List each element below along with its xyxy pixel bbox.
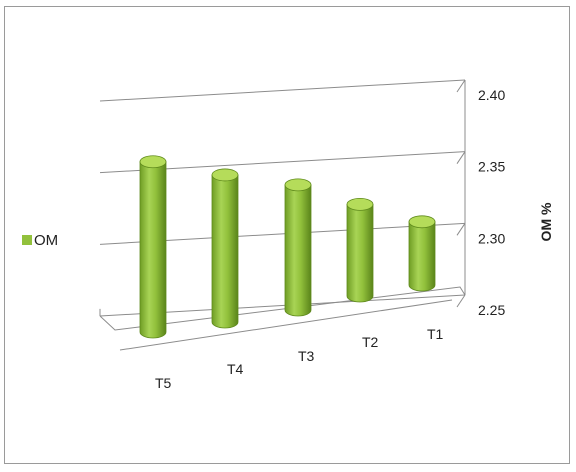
side-wall-gridline: [456, 79, 466, 93]
y-tick-label: 2.25: [478, 302, 505, 318]
bar-body: [346, 204, 374, 303]
y-tick-label: 2.35: [478, 159, 505, 175]
side-wall-gridline: [456, 223, 466, 236]
bar-body: [139, 161, 167, 339]
side-wall-gridline: [456, 294, 466, 308]
y-axis-label: OM %: [538, 202, 554, 241]
y-axis-ticks: 2.25 2.30 2.35 2.40: [478, 87, 505, 318]
bar-top: [211, 168, 239, 182]
bar-top: [139, 155, 167, 169]
side-wall-gridline: [456, 151, 466, 164]
gridline: [99, 79, 466, 102]
bar-body: [408, 221, 436, 292]
bar: [211, 168, 239, 329]
bar-top: [284, 178, 312, 192]
legend-swatch: [22, 235, 32, 245]
bars: [139, 155, 436, 339]
bar: [408, 215, 436, 292]
y-tick-label: 2.30: [478, 230, 505, 246]
bar: [139, 155, 167, 339]
legend-label: OM: [34, 232, 58, 249]
bar-top: [346, 198, 374, 211]
x-axis-categories: T5 T4 T3 T2 T1: [155, 326, 444, 391]
bar-body: [211, 174, 239, 329]
x-tick-label: T3: [298, 348, 315, 364]
bar: [346, 198, 374, 303]
x-axis-line: [119, 299, 453, 351]
bar-top: [408, 215, 436, 229]
x-tick-label: T5: [155, 375, 172, 391]
y-tick-label: 2.40: [478, 87, 505, 103]
x-tick-label: T2: [362, 334, 379, 350]
x-tick-label: T4: [227, 361, 244, 377]
bar-body: [284, 184, 312, 317]
legend: OM: [22, 232, 58, 249]
bar: [284, 178, 312, 317]
x-tick-label: T1: [427, 326, 444, 342]
